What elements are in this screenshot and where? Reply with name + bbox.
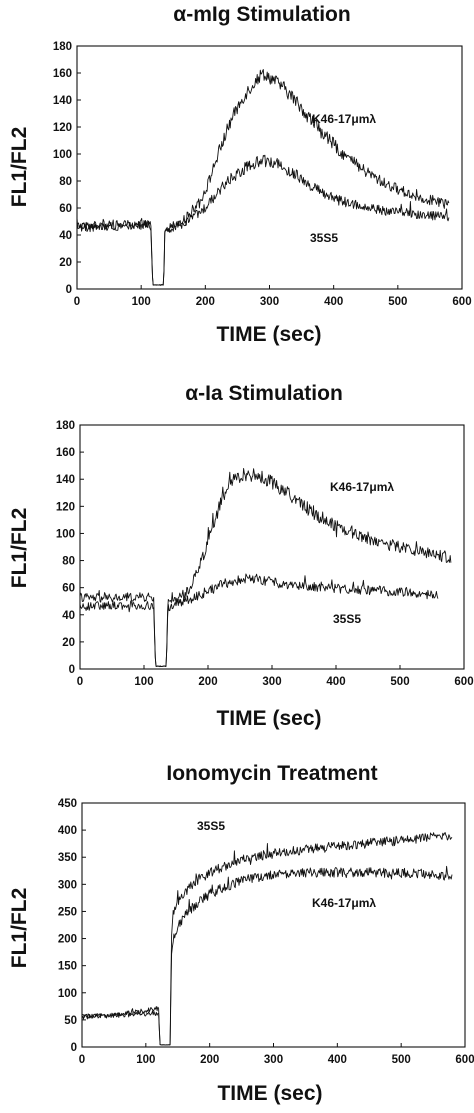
series-label-35s5: 35S5 (197, 819, 225, 833)
series-line (76, 69, 450, 286)
plot-area-1: 0 20 40 60 80 100 120 140 160 180 0 100 200 300 400 500… (53, 41, 472, 308)
x-tick-label: 100 (134, 676, 153, 688)
y-tick-label: 400 (58, 825, 77, 837)
y-axis-label: FL1/FL2 (8, 127, 31, 208)
series-label-35s5: 35S5 (333, 612, 361, 626)
y-tick-label: 200 (58, 934, 77, 946)
y-tick-label: 100 (58, 988, 77, 1000)
x-tick-label: 300 (262, 676, 281, 688)
y-tick-label: 180 (53, 41, 72, 53)
plot-area-3: 0 50 100 150 200 250 300 350 400 450 0 100 200 300 400… (58, 798, 474, 1066)
y-tick-label: 80 (62, 556, 75, 568)
y-tick-label: 0 (69, 664, 75, 676)
series-label-k46: K46-17μmλ (330, 480, 394, 494)
x-tick-label: 400 (328, 1054, 347, 1066)
y-axis-label: FL1/FL2 (8, 508, 31, 589)
x-tick-label: 200 (200, 1054, 219, 1066)
series-label-k46: K46-17μmλ (312, 112, 376, 126)
y-tick-label: 140 (53, 95, 72, 107)
y-tick-label: 180 (56, 420, 75, 432)
y-tick-label: 20 (59, 257, 72, 269)
y-tick-label: 300 (58, 879, 77, 891)
y-tick-label: 80 (59, 176, 72, 188)
y-tick-label: 0 (71, 1042, 77, 1054)
chart-panel-2: α-Ia Stimulation FL1/FL2 TIME (sec) 0 20 4… (8, 382, 474, 730)
y-tick-label: 0 (66, 284, 72, 296)
series-label-k46: K46-17μmλ (312, 896, 376, 910)
series-line (79, 467, 452, 668)
x-tick-label: 0 (74, 296, 80, 308)
series-label-35s5: 35S5 (310, 231, 338, 245)
x-tick-label: 300 (264, 1054, 283, 1066)
series-line (79, 573, 439, 667)
y-tick-label: 250 (58, 906, 77, 918)
y-tick-label: 40 (62, 610, 75, 622)
series-line (81, 865, 453, 1046)
x-tick-label: 100 (136, 1054, 155, 1066)
y-tick-label: 60 (62, 583, 75, 595)
x-tick-label: 500 (390, 676, 409, 688)
x-tick-label: 600 (455, 1054, 474, 1066)
x-axis-label: TIME (sec) (217, 1082, 322, 1105)
y-tick-label: 100 (53, 149, 72, 161)
x-tick-label: 500 (392, 1054, 411, 1066)
y-tick-label: 160 (56, 447, 75, 459)
y-tick-label: 160 (53, 68, 72, 80)
series-line (81, 832, 453, 1046)
y-tick-label: 150 (58, 961, 77, 973)
x-tick-label: 400 (324, 296, 343, 308)
y-tick-label: 40 (59, 230, 72, 242)
y-tick-label: 50 (64, 1015, 77, 1027)
x-tick-label: 400 (326, 676, 345, 688)
x-tick-label: 500 (388, 296, 407, 308)
chart-panel-1: α-mIg Stimulation FL1/FL2 TIME (sec) 0 20… (8, 3, 472, 346)
plot-area-2: 0 20 40 60 80 100 120 140 160 180 0 100 200 300 400 500… (56, 420, 474, 688)
y-tick-label: 100 (56, 528, 75, 540)
x-tick-label: 200 (198, 676, 217, 688)
chart-panel-3: Ionomycin Treatment FL1/FL2 TIME (sec) 0… (8, 762, 474, 1105)
chart-title: α-Ia Stimulation (185, 382, 343, 405)
series-line (76, 154, 450, 286)
y-tick-label: 20 (62, 637, 75, 649)
y-tick-label: 450 (58, 798, 77, 810)
chart-title: α-mIg Stimulation (173, 3, 350, 26)
chart-title: Ionomycin Treatment (166, 762, 377, 785)
y-tick-label: 140 (56, 474, 75, 486)
y-tick-label: 350 (58, 852, 77, 864)
x-tick-label: 0 (79, 1054, 85, 1066)
x-tick-label: 200 (196, 296, 215, 308)
y-tick-label: 120 (56, 501, 75, 513)
y-tick-label: 60 (59, 203, 72, 215)
x-tick-label: 600 (454, 676, 473, 688)
x-axis-label: TIME (sec) (216, 707, 321, 730)
x-tick-label: 300 (260, 296, 279, 308)
x-tick-label: 100 (132, 296, 151, 308)
x-tick-label: 0 (77, 676, 83, 688)
x-axis-label: TIME (sec) (216, 323, 321, 346)
x-tick-label: 600 (452, 296, 471, 308)
y-tick-label: 120 (53, 122, 72, 134)
y-axis-label: FL1/FL2 (8, 888, 31, 969)
